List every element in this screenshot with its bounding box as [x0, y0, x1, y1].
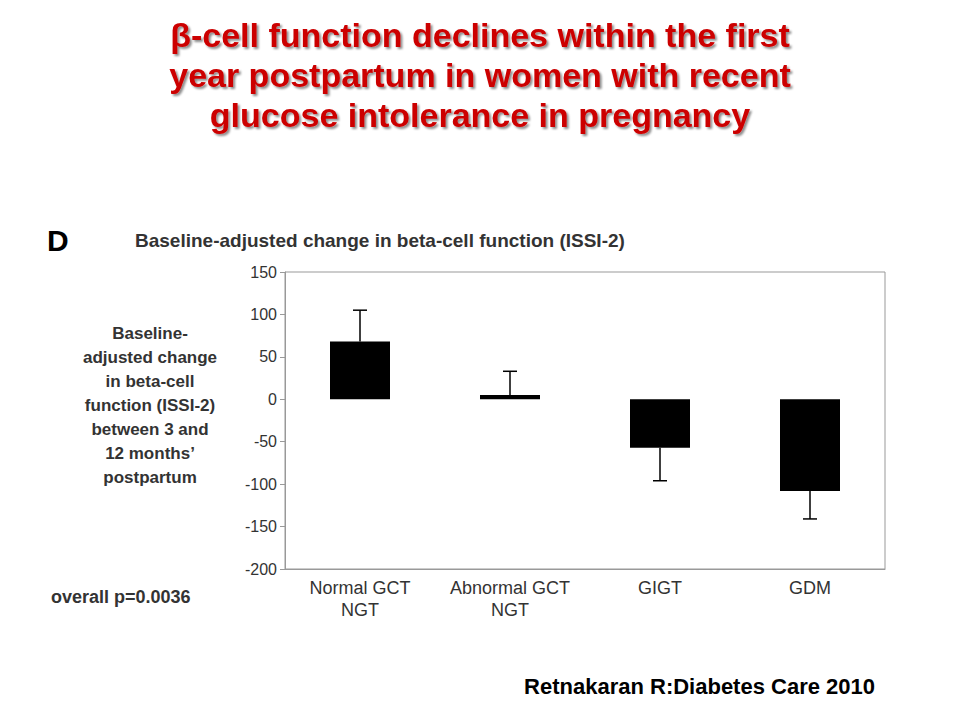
svg-text:overall p=0.0036: overall p=0.0036 — [51, 587, 191, 607]
svg-text:-100: -100 — [245, 476, 277, 493]
svg-text:Normal GCT: Normal GCT — [309, 578, 410, 598]
svg-text:-50: -50 — [254, 433, 277, 450]
svg-text:12 months’: 12 months’ — [105, 444, 195, 463]
svg-text:Baseline-adjusted change in be: Baseline-adjusted change in beta-cell fu… — [135, 230, 625, 251]
svg-text:adjusted change: adjusted change — [83, 348, 217, 367]
svg-text:postpartum: postpartum — [103, 468, 197, 487]
svg-text:NGT: NGT — [491, 600, 529, 620]
svg-text:50: 50 — [259, 348, 277, 365]
svg-text:0: 0 — [268, 391, 277, 408]
svg-text:between 3 and: between 3 and — [91, 420, 208, 439]
svg-text:function (ISSI-2): function (ISSI-2) — [85, 396, 215, 415]
svg-text:year postpartum in women with: year postpartum in women with recent — [169, 56, 791, 94]
svg-text:-200: -200 — [245, 561, 277, 578]
svg-text:β-cell function declines withi: β-cell function declines within the firs… — [170, 16, 790, 54]
svg-text:-150: -150 — [245, 518, 277, 535]
svg-text:NGT: NGT — [341, 600, 379, 620]
svg-text:in beta-cell: in beta-cell — [106, 372, 195, 391]
svg-text:Retnakaran R:Diabetes Care 201: Retnakaran R:Diabetes Care 2010 — [524, 674, 875, 699]
svg-text:Abnormal GCT: Abnormal GCT — [450, 578, 570, 598]
svg-text:glucose intolerance in pregnan: glucose intolerance in pregnancy — [210, 96, 750, 134]
svg-text:Baseline-: Baseline- — [112, 324, 188, 343]
svg-text:150: 150 — [250, 264, 277, 281]
svg-text:GDM: GDM — [789, 578, 831, 598]
svg-text:100: 100 — [250, 306, 277, 323]
svg-text:D: D — [47, 224, 69, 257]
svg-text:GIGT: GIGT — [638, 578, 682, 598]
